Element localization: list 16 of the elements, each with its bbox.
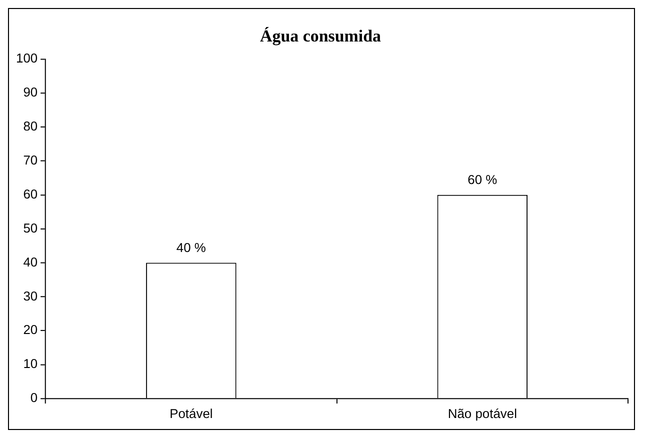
y-tick-label: 60 — [23, 186, 38, 202]
data-label: 60 % — [468, 172, 498, 188]
chart-title: Água consumida — [260, 26, 382, 46]
x-tick-label: Potável — [170, 406, 213, 421]
y-tick-label: 100 — [16, 50, 38, 66]
y-tick-label: 50 — [23, 220, 38, 236]
y-tick-label: 70 — [23, 152, 38, 168]
y-tick-label: 90 — [23, 84, 38, 100]
data-label: 40 % — [176, 240, 206, 255]
y-tick-label: 0 — [30, 390, 38, 406]
y-tick-label: 80 — [23, 118, 38, 134]
y-tick-label: 20 — [23, 322, 38, 338]
x-tick-label: Não potável — [448, 406, 518, 421]
y-tick-label: 30 — [23, 288, 38, 304]
y-tick-label: 40 — [23, 254, 38, 270]
y-tick-label: 10 — [23, 356, 38, 372]
